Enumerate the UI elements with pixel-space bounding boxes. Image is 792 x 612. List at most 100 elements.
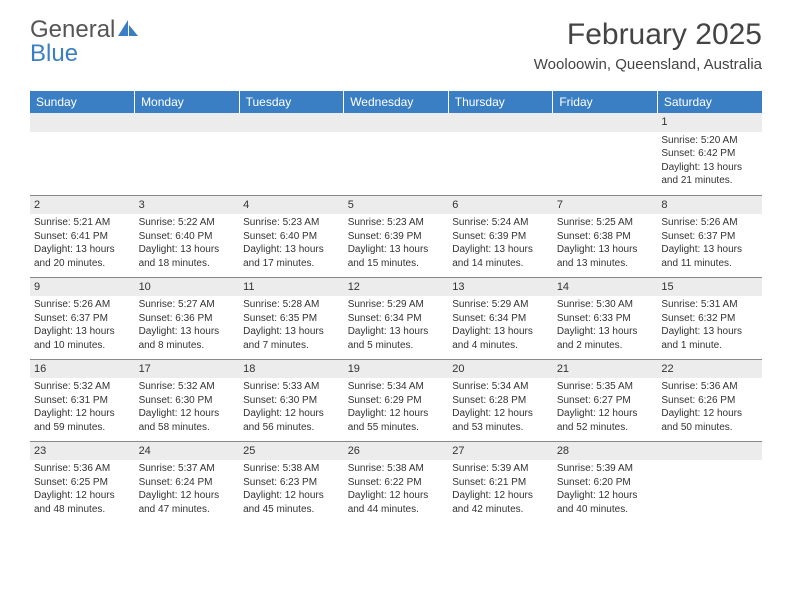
week-row: 1Sunrise: 5:20 AMSunset: 6:42 PMDaylight… bbox=[30, 113, 762, 195]
sunset-line: Sunset: 6:42 PM bbox=[661, 147, 758, 161]
sunset-line: Sunset: 6:26 PM bbox=[661, 394, 758, 408]
day-cell: 5Sunrise: 5:23 AMSunset: 6:39 PMDaylight… bbox=[344, 195, 449, 277]
day-cell: 17Sunrise: 5:32 AMSunset: 6:30 PMDayligh… bbox=[135, 359, 240, 441]
day-body: Sunrise: 5:38 AMSunset: 6:23 PMDaylight:… bbox=[239, 460, 344, 520]
day-cell: 25Sunrise: 5:38 AMSunset: 6:23 PMDayligh… bbox=[239, 441, 344, 523]
sunset-line: Sunset: 6:39 PM bbox=[348, 230, 445, 244]
day-number: 7 bbox=[553, 196, 658, 215]
sunset-line: Sunset: 6:40 PM bbox=[243, 230, 340, 244]
daylight-line: Daylight: 13 hours and 10 minutes. bbox=[34, 325, 131, 352]
day-header: Monday bbox=[135, 91, 240, 113]
day-number: 1 bbox=[657, 113, 762, 132]
day-number: 16 bbox=[30, 360, 135, 379]
location: Wooloowin, Queensland, Australia bbox=[534, 56, 762, 73]
sunset-line: Sunset: 6:39 PM bbox=[452, 230, 549, 244]
sunrise-line: Sunrise: 5:25 AM bbox=[557, 216, 654, 230]
daylight-line: Daylight: 13 hours and 5 minutes. bbox=[348, 325, 445, 352]
day-header: Tuesday bbox=[239, 91, 344, 113]
title-block: February 2025 Wooloowin, Queensland, Aus… bbox=[534, 18, 762, 73]
day-body: Sunrise: 5:26 AMSunset: 6:37 PMDaylight:… bbox=[657, 214, 762, 274]
day-number: 9 bbox=[30, 278, 135, 297]
sunset-line: Sunset: 6:22 PM bbox=[348, 476, 445, 490]
day-number: 8 bbox=[657, 196, 762, 215]
day-body: Sunrise: 5:28 AMSunset: 6:35 PMDaylight:… bbox=[239, 296, 344, 356]
sunset-line: Sunset: 6:30 PM bbox=[243, 394, 340, 408]
sunrise-line: Sunrise: 5:38 AM bbox=[348, 462, 445, 476]
day-number: 13 bbox=[448, 278, 553, 297]
sunset-line: Sunset: 6:40 PM bbox=[139, 230, 236, 244]
day-cell: 4Sunrise: 5:23 AMSunset: 6:40 PMDaylight… bbox=[239, 195, 344, 277]
daylight-line: Daylight: 13 hours and 13 minutes. bbox=[557, 243, 654, 270]
day-cell: 24Sunrise: 5:37 AMSunset: 6:24 PMDayligh… bbox=[135, 441, 240, 523]
daylight-line: Daylight: 13 hours and 7 minutes. bbox=[243, 325, 340, 352]
week-row: 23Sunrise: 5:36 AMSunset: 6:25 PMDayligh… bbox=[30, 441, 762, 523]
day-header: Wednesday bbox=[344, 91, 449, 113]
sunset-line: Sunset: 6:38 PM bbox=[557, 230, 654, 244]
day-cell: 20Sunrise: 5:34 AMSunset: 6:28 PMDayligh… bbox=[448, 359, 553, 441]
daylight-line: Daylight: 13 hours and 15 minutes. bbox=[348, 243, 445, 270]
sunrise-line: Sunrise: 5:36 AM bbox=[661, 380, 758, 394]
day-cell bbox=[30, 113, 135, 195]
day-cell: 10Sunrise: 5:27 AMSunset: 6:36 PMDayligh… bbox=[135, 277, 240, 359]
daylight-line: Daylight: 12 hours and 59 minutes. bbox=[34, 407, 131, 434]
sunrise-line: Sunrise: 5:26 AM bbox=[661, 216, 758, 230]
daylight-line: Daylight: 12 hours and 56 minutes. bbox=[243, 407, 340, 434]
day-body: Sunrise: 5:37 AMSunset: 6:24 PMDaylight:… bbox=[135, 460, 240, 520]
day-body: Sunrise: 5:39 AMSunset: 6:21 PMDaylight:… bbox=[448, 460, 553, 520]
day-cell: 12Sunrise: 5:29 AMSunset: 6:34 PMDayligh… bbox=[344, 277, 449, 359]
day-body: Sunrise: 5:34 AMSunset: 6:28 PMDaylight:… bbox=[448, 378, 553, 438]
day-body: Sunrise: 5:22 AMSunset: 6:40 PMDaylight:… bbox=[135, 214, 240, 274]
daylight-line: Daylight: 13 hours and 21 minutes. bbox=[661, 161, 758, 188]
day-cell: 7Sunrise: 5:25 AMSunset: 6:38 PMDaylight… bbox=[553, 195, 658, 277]
day-number: 25 bbox=[239, 442, 344, 461]
day-cell: 2Sunrise: 5:21 AMSunset: 6:41 PMDaylight… bbox=[30, 195, 135, 277]
day-header-row: SundayMondayTuesdayWednesdayThursdayFrid… bbox=[30, 91, 762, 113]
daylight-line: Daylight: 12 hours and 53 minutes. bbox=[452, 407, 549, 434]
sunrise-line: Sunrise: 5:36 AM bbox=[34, 462, 131, 476]
day-cell: 11Sunrise: 5:28 AMSunset: 6:35 PMDayligh… bbox=[239, 277, 344, 359]
daylight-line: Daylight: 12 hours and 58 minutes. bbox=[139, 407, 236, 434]
day-body: Sunrise: 5:36 AMSunset: 6:25 PMDaylight:… bbox=[30, 460, 135, 520]
day-cell: 22Sunrise: 5:36 AMSunset: 6:26 PMDayligh… bbox=[657, 359, 762, 441]
day-number: 20 bbox=[448, 360, 553, 379]
daylight-line: Daylight: 12 hours and 52 minutes. bbox=[557, 407, 654, 434]
sunrise-line: Sunrise: 5:38 AM bbox=[243, 462, 340, 476]
sail-icon bbox=[117, 18, 139, 42]
day-cell: 18Sunrise: 5:33 AMSunset: 6:30 PMDayligh… bbox=[239, 359, 344, 441]
day-body: Sunrise: 5:38 AMSunset: 6:22 PMDaylight:… bbox=[344, 460, 449, 520]
day-cell bbox=[448, 113, 553, 195]
day-body: Sunrise: 5:34 AMSunset: 6:29 PMDaylight:… bbox=[344, 378, 449, 438]
sunrise-line: Sunrise: 5:32 AM bbox=[139, 380, 236, 394]
sunset-line: Sunset: 6:37 PM bbox=[34, 312, 131, 326]
day-body: Sunrise: 5:32 AMSunset: 6:31 PMDaylight:… bbox=[30, 378, 135, 438]
header: GeneralBlue February 2025 Wooloowin, Que… bbox=[0, 0, 792, 79]
sunset-line: Sunset: 6:31 PM bbox=[34, 394, 131, 408]
day-body: Sunrise: 5:23 AMSunset: 6:39 PMDaylight:… bbox=[344, 214, 449, 274]
logo-word-1: General bbox=[30, 16, 115, 43]
day-body: Sunrise: 5:39 AMSunset: 6:20 PMDaylight:… bbox=[553, 460, 658, 520]
day-number: 2 bbox=[30, 196, 135, 215]
sunrise-line: Sunrise: 5:35 AM bbox=[557, 380, 654, 394]
day-number: 4 bbox=[239, 196, 344, 215]
day-number: 19 bbox=[344, 360, 449, 379]
day-body: Sunrise: 5:20 AMSunset: 6:42 PMDaylight:… bbox=[657, 132, 762, 192]
day-body: Sunrise: 5:33 AMSunset: 6:30 PMDaylight:… bbox=[239, 378, 344, 438]
sunset-line: Sunset: 6:37 PM bbox=[661, 230, 758, 244]
day-number: 23 bbox=[30, 442, 135, 461]
day-cell bbox=[239, 113, 344, 195]
sunset-line: Sunset: 6:23 PM bbox=[243, 476, 340, 490]
daylight-line: Daylight: 13 hours and 4 minutes. bbox=[452, 325, 549, 352]
daylight-line: Daylight: 13 hours and 1 minute. bbox=[661, 325, 758, 352]
sunset-line: Sunset: 6:25 PM bbox=[34, 476, 131, 490]
day-number bbox=[553, 113, 658, 132]
daylight-line: Daylight: 12 hours and 48 minutes. bbox=[34, 489, 131, 516]
week-row: 9Sunrise: 5:26 AMSunset: 6:37 PMDaylight… bbox=[30, 277, 762, 359]
day-body: Sunrise: 5:24 AMSunset: 6:39 PMDaylight:… bbox=[448, 214, 553, 274]
sunrise-line: Sunrise: 5:39 AM bbox=[557, 462, 654, 476]
day-cell: 21Sunrise: 5:35 AMSunset: 6:27 PMDayligh… bbox=[553, 359, 658, 441]
sunrise-line: Sunrise: 5:26 AM bbox=[34, 298, 131, 312]
day-cell: 3Sunrise: 5:22 AMSunset: 6:40 PMDaylight… bbox=[135, 195, 240, 277]
day-cell: 9Sunrise: 5:26 AMSunset: 6:37 PMDaylight… bbox=[30, 277, 135, 359]
daylight-line: Daylight: 12 hours and 45 minutes. bbox=[243, 489, 340, 516]
sunset-line: Sunset: 6:34 PM bbox=[348, 312, 445, 326]
